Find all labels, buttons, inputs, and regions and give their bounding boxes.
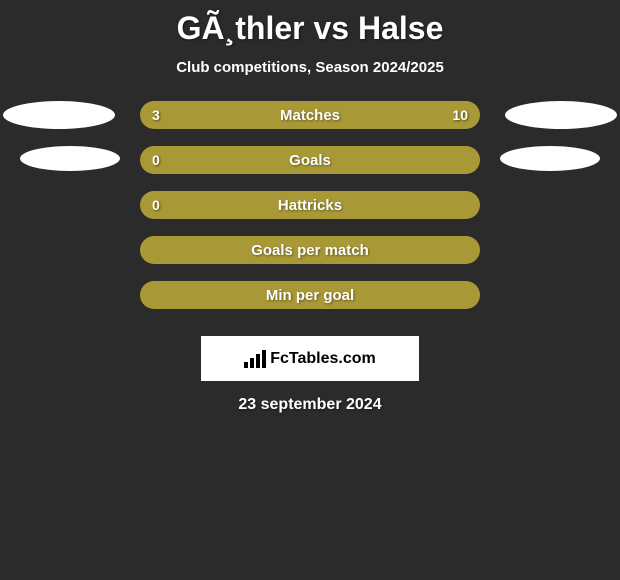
stat-row: Min per goal [0,281,620,309]
stat-label: Matches [280,107,340,124]
stat-row: 0 Hattricks [0,191,620,219]
date-text: 23 september 2024 [238,396,381,414]
stat-row: 0 Goals [0,146,620,174]
player-ellipse-left [3,101,115,129]
stat-label: Goals per match [251,242,369,259]
stat-label: Goals [289,152,331,169]
stat-row: Goals per match [0,236,620,264]
stat-bar-goals-per-match: Goals per match [140,236,480,264]
stat-bar-goals: 0 Goals [140,146,480,174]
comparison-area: 3 Matches 10 0 Goals 0 Hattricks Goals p… [0,101,620,414]
stat-label: Hattricks [278,197,342,214]
player-ellipse-right [500,146,600,171]
stat-value-left: 3 [152,107,160,123]
stat-bar-matches: 3 Matches 10 [140,101,480,129]
logo-content: FcTables.com [244,350,376,368]
stat-value-right: 10 [452,107,468,123]
logo-box: FcTables.com [201,336,419,381]
comparison-title: GÃ¸thler vs Halse [177,10,444,47]
stat-bar-min-per-goal: Min per goal [140,281,480,309]
player-ellipse-right [505,101,617,129]
logo-text: FcTables.com [270,350,376,368]
stat-value-left: 0 [152,152,160,168]
bar-chart-icon [244,350,266,368]
comparison-subtitle: Club competitions, Season 2024/2025 [176,59,444,76]
stat-row: 3 Matches 10 [0,101,620,129]
stat-label: Min per goal [266,287,354,304]
stat-value-left: 0 [152,197,160,213]
player-ellipse-left [20,146,120,171]
stat-bar-hattricks: 0 Hattricks [140,191,480,219]
